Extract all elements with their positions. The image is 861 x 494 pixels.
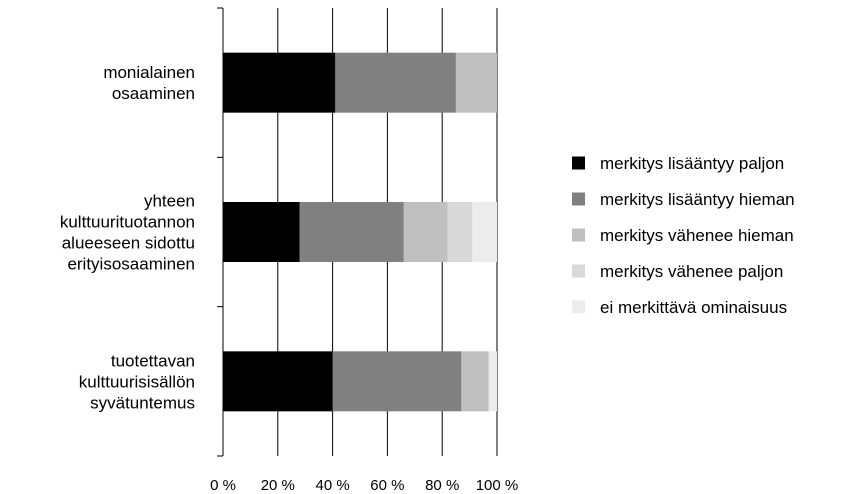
axes bbox=[217, 7, 224, 457]
legend-label: ei merkittävä ominaisuus bbox=[600, 298, 787, 317]
x-tick-label: 40 % bbox=[315, 477, 349, 494]
bar-segment bbox=[335, 52, 456, 113]
bar-segment bbox=[223, 351, 333, 412]
category-label: kulttuurituotannon bbox=[60, 213, 195, 232]
legend-swatch bbox=[572, 300, 585, 314]
x-tick-label: 20 % bbox=[261, 477, 295, 494]
x-tick-label: 0 % bbox=[210, 477, 236, 494]
bar-segment bbox=[223, 52, 336, 113]
category-labels: monialainen osaaminen yhteen kulttuurituota… bbox=[60, 63, 195, 412]
bar-segment bbox=[488, 351, 497, 412]
category-label: monialainen bbox=[103, 63, 195, 82]
bar-segment bbox=[332, 351, 462, 412]
category-label: osaaminen bbox=[112, 84, 195, 103]
legend: merkitys lisääntyy paljon merkitys lisään… bbox=[572, 154, 795, 317]
bars bbox=[223, 52, 497, 412]
category-label: kulttuurisisällön bbox=[79, 372, 195, 391]
legend-swatch bbox=[572, 264, 585, 278]
legend-label: merkitys vähenee paljon bbox=[600, 262, 783, 281]
bar-segment bbox=[223, 202, 300, 262]
x-tick-label: 80 % bbox=[425, 477, 459, 494]
x-tick-label: 60 % bbox=[370, 477, 404, 494]
bar-segment bbox=[472, 202, 497, 262]
category-label: yhteen bbox=[144, 192, 195, 211]
legend-label: merkitys vähenee hieman bbox=[600, 226, 794, 245]
category-label: alueeseen sidottu bbox=[62, 234, 195, 253]
x-tick-labels: 0 % 20 % 40 % 60 % 80 % 100 % bbox=[210, 477, 518, 494]
category-label: syvätuntemus bbox=[90, 393, 195, 412]
legend-swatch bbox=[572, 228, 585, 242]
legend-swatch bbox=[572, 156, 585, 170]
bar-segment bbox=[455, 52, 497, 113]
category-label: erityisosaaminen bbox=[67, 255, 195, 274]
bar-segment bbox=[461, 351, 489, 412]
legend-label: merkitys lisääntyy hieman bbox=[600, 190, 795, 209]
legend-swatch bbox=[572, 192, 585, 206]
category-label: tuotettavan bbox=[111, 351, 195, 370]
bar-segment bbox=[299, 202, 404, 262]
bar-segment bbox=[447, 202, 473, 262]
bar-segment bbox=[403, 202, 448, 262]
x-tick-label: 100 % bbox=[476, 477, 519, 494]
legend-label: merkitys lisääntyy paljon bbox=[600, 154, 784, 173]
